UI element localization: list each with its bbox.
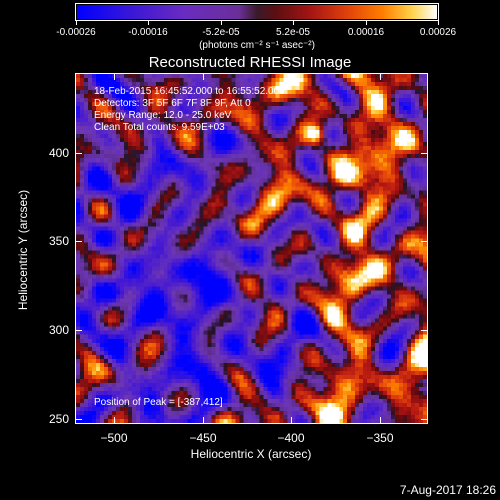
- x-axis-tick: [114, 417, 115, 423]
- y-axis-tick-label: 250: [48, 412, 69, 426]
- x-axis-tick: [380, 417, 381, 423]
- energy-range-text: Energy Range: 12.0 - 25.0 keV: [94, 110, 232, 121]
- colorbar-tick-label: 0.00016: [347, 27, 385, 38]
- colorbar-tick: [76, 21, 77, 25]
- y-axis-title: Heliocentric Y (arcsec): [16, 189, 30, 311]
- x-axis-title: Heliocentric X (arcsec): [190, 447, 312, 461]
- footer-date: 7-Aug-2017 18:26: [399, 483, 496, 497]
- x-axis-tick: [291, 74, 292, 80]
- colorbar-tick-label: 5.2e-05: [276, 27, 310, 38]
- colorbar-tick: [221, 21, 222, 25]
- y-axis-tick: [421, 330, 427, 331]
- rhessi-image-map: [76, 74, 427, 423]
- y-axis-tick: [421, 153, 427, 154]
- x-axis-tick-label: −500: [100, 431, 128, 445]
- chart-title: Reconstructed RHESSI Image: [148, 54, 352, 71]
- y-axis-tick: [421, 241, 427, 242]
- colorbar-units: (photons cm⁻² s⁻¹ asec⁻²): [199, 40, 315, 51]
- colorbar-gradient: [77, 5, 437, 19]
- y-axis-tick-label: 350: [48, 234, 69, 248]
- y-axis-tick: [76, 241, 82, 242]
- colorbar-tick-label: 0.00026: [419, 27, 457, 38]
- x-axis-tick: [114, 74, 115, 80]
- colorbar: [75, 3, 439, 21]
- colorbar-tick: [293, 21, 294, 25]
- y-axis-tick: [421, 419, 427, 420]
- colorbar-tick: [438, 21, 439, 25]
- colorbar-tick-label: -5.2e-05: [202, 27, 240, 38]
- y-axis-tick-label: 400: [48, 146, 69, 160]
- x-axis-tick-label: −400: [277, 431, 305, 445]
- colorbar-tick-label: -0.00026: [56, 27, 96, 38]
- time-range-text: 18-Feb-2015 16:45:52.000 to 16:55:52.000: [94, 86, 285, 97]
- x-axis-tick: [203, 417, 204, 423]
- colorbar-tick: [148, 21, 149, 25]
- x-axis-tick-label: −450: [189, 431, 217, 445]
- clean-counts-text: Clean Total counts: 9.59E+03: [94, 122, 225, 133]
- x-axis-tick: [380, 74, 381, 80]
- colorbar-tick-label: -0.00016: [128, 27, 168, 38]
- plot-area: 18-Feb-2015 16:45:52.000 to 16:55:52.000…: [75, 73, 428, 424]
- detectors-text: Detectors: 3F 5F 6F 7F 8F 9F, Att 0: [94, 98, 251, 109]
- colorbar-tick: [366, 21, 367, 25]
- y-axis-tick-label: 300: [48, 323, 69, 337]
- x-axis-tick: [291, 417, 292, 423]
- x-axis-tick: [203, 74, 204, 80]
- peak-position-text: Position of Peak = [-387,412]: [94, 397, 223, 408]
- x-axis-tick-label: −350: [366, 431, 394, 445]
- y-axis-tick: [76, 419, 82, 420]
- y-axis-tick: [76, 153, 82, 154]
- y-axis-tick: [76, 330, 82, 331]
